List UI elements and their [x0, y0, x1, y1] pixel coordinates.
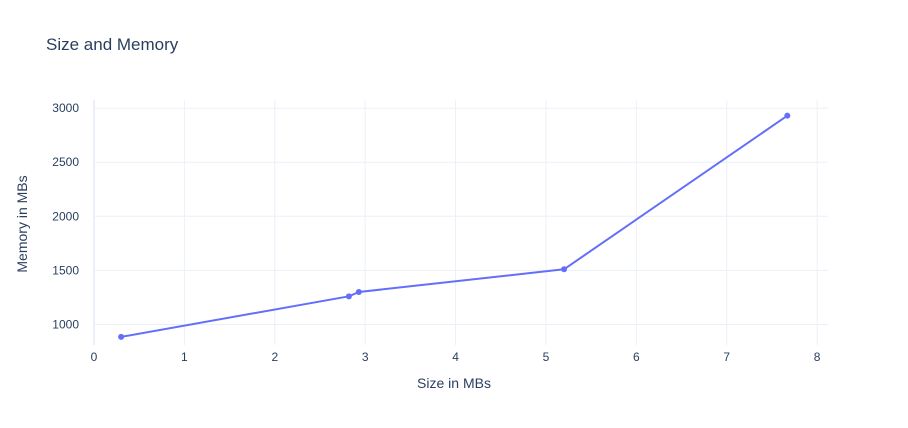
x-tick-label-4: 4 [452, 350, 459, 364]
data-point-3[interactable] [561, 266, 568, 273]
y-tick-label-4: 3000 [52, 101, 79, 115]
x-tick-label-7: 7 [723, 350, 730, 364]
data-point-1[interactable] [345, 293, 352, 300]
x-tick-label-1: 1 [181, 350, 188, 364]
y-tick-label-1: 1500 [52, 263, 79, 277]
y-tick-label-0: 1000 [52, 317, 79, 331]
x-tick-labels: 0 1 2 3 4 5 6 7 8 [91, 350, 821, 364]
x-tick-label-5: 5 [543, 350, 550, 364]
y-tick-label-3: 2500 [52, 155, 79, 169]
x-tick-label-8: 8 [814, 350, 821, 364]
x-tick-label-3: 3 [362, 350, 369, 364]
x-tick-label-6: 6 [633, 350, 640, 364]
x-gridlines [183, 100, 818, 345]
x-tick-label-2: 2 [271, 350, 278, 364]
series-layer [118, 112, 791, 340]
x-tick-label-0: 0 [91, 350, 98, 364]
x-axis-title: Size in MBs [417, 375, 491, 391]
data-point-4[interactable] [784, 112, 791, 119]
chart-title: Size and Memory [46, 35, 179, 54]
y-gridlines [94, 107, 828, 325]
y-tick-label-2: 2000 [52, 209, 79, 223]
y-tick-labels: 1000 1500 2000 2500 3000 [52, 101, 79, 331]
data-point-0[interactable] [118, 333, 125, 340]
y-axis-title: Memory in MBs [14, 175, 30, 272]
data-point-2[interactable] [355, 288, 362, 295]
